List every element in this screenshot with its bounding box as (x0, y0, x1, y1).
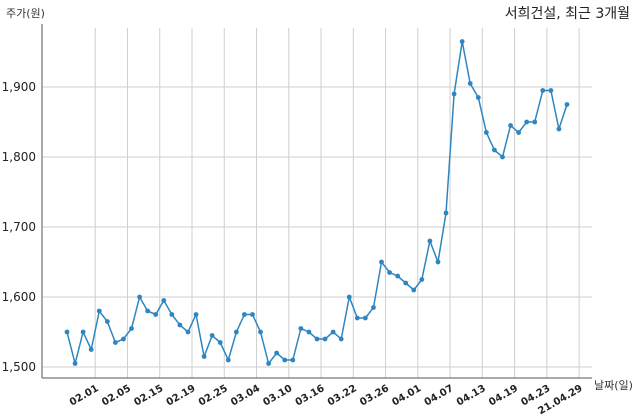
x-tick-label: 03.26 (358, 383, 391, 408)
data-point (475, 95, 481, 100)
data-point (403, 280, 409, 286)
chart-title: 서희건설, 최근 3개월 (505, 6, 630, 22)
data-point (161, 298, 167, 303)
axes (41, 24, 592, 379)
x-tick-label: 04.01 (390, 383, 423, 408)
data-point (145, 308, 151, 314)
x-tick-label: 04.13 (455, 383, 488, 408)
x-tick-label: 02.25 (197, 383, 230, 408)
x-tick-label: 04.07 (423, 383, 456, 408)
data-point (72, 361, 78, 366)
data-point (217, 340, 223, 345)
data-point (564, 102, 570, 107)
data-point (435, 259, 441, 265)
y-tick-label: 1,900 (2, 80, 36, 94)
data-point (362, 315, 368, 321)
grid (42, 28, 592, 378)
x-tick-label: 02.19 (165, 383, 198, 408)
data-point (387, 270, 392, 275)
data-point (298, 326, 304, 331)
data-point (371, 305, 376, 310)
x-tick-label: 02.05 (100, 383, 133, 408)
data-point (112, 340, 118, 345)
data-point (137, 294, 142, 300)
x-tick-label: 02.15 (132, 383, 165, 408)
x-tick-label: 04.19 (487, 383, 520, 408)
data-point (177, 322, 183, 328)
data-point (185, 329, 191, 335)
series-line (66, 41, 568, 366)
y-tick-labels: 1,500 1,600 1,700 1,800 1,900 (2, 80, 36, 374)
data-point (274, 350, 280, 356)
x-tick-label: 02.01 (68, 383, 101, 408)
data-point (330, 329, 336, 335)
series-stock-price (64, 39, 570, 366)
data-point (201, 354, 207, 359)
data-point (290, 357, 296, 363)
data-point (467, 81, 473, 86)
data-point (225, 357, 231, 363)
data-point (411, 287, 417, 293)
data-point (500, 154, 505, 160)
data-point (64, 329, 70, 335)
data-point (153, 312, 159, 317)
data-point (242, 312, 247, 317)
x-tick-label: 03.16 (294, 383, 327, 408)
data-point (104, 319, 110, 324)
data-point (209, 333, 215, 338)
data-point (88, 347, 94, 352)
data-point (121, 336, 126, 342)
data-point (80, 329, 86, 335)
data-point (314, 336, 320, 342)
data-point (443, 210, 449, 216)
y-tick-label: 1,600 (2, 290, 36, 304)
data-point (96, 308, 102, 314)
data-point (548, 88, 554, 93)
data-point (508, 123, 513, 128)
data-point (322, 336, 328, 342)
x-tick-label: 03.22 (326, 383, 359, 408)
data-point (459, 39, 465, 44)
data-point (250, 312, 255, 317)
data-point (427, 238, 433, 244)
data-point (233, 329, 239, 335)
x-tick-label: 03.10 (261, 383, 294, 408)
data-point (338, 336, 344, 342)
y-tick-label: 1,700 (2, 220, 36, 234)
data-point (556, 126, 562, 132)
data-point (306, 329, 312, 335)
data-point (354, 315, 360, 321)
x-tick-label: 03.04 (229, 383, 262, 408)
data-point (258, 329, 263, 335)
data-point (346, 294, 352, 300)
data-point (193, 312, 199, 317)
x-axis-label: 날짜(일) (594, 378, 633, 392)
data-point (492, 147, 497, 153)
data-point (540, 88, 546, 93)
y-tick-label: 1,800 (2, 150, 36, 164)
data-point (516, 130, 522, 135)
data-point (451, 91, 457, 97)
y-tick-label: 1,500 (2, 360, 36, 374)
data-point (483, 130, 489, 135)
y-axis-label: 주가(원) (6, 7, 45, 20)
data-point (266, 361, 272, 366)
data-point (419, 277, 425, 282)
data-point (395, 273, 401, 279)
x-tick-labels: 02.01 02.05 02.15 02.19 02.25 03.04 03.10 03.16… (68, 383, 585, 417)
data-point (524, 119, 530, 125)
data-point (532, 119, 538, 125)
data-point (129, 326, 134, 331)
data-point (379, 259, 384, 265)
data-point (282, 357, 288, 363)
data-point (169, 312, 175, 317)
